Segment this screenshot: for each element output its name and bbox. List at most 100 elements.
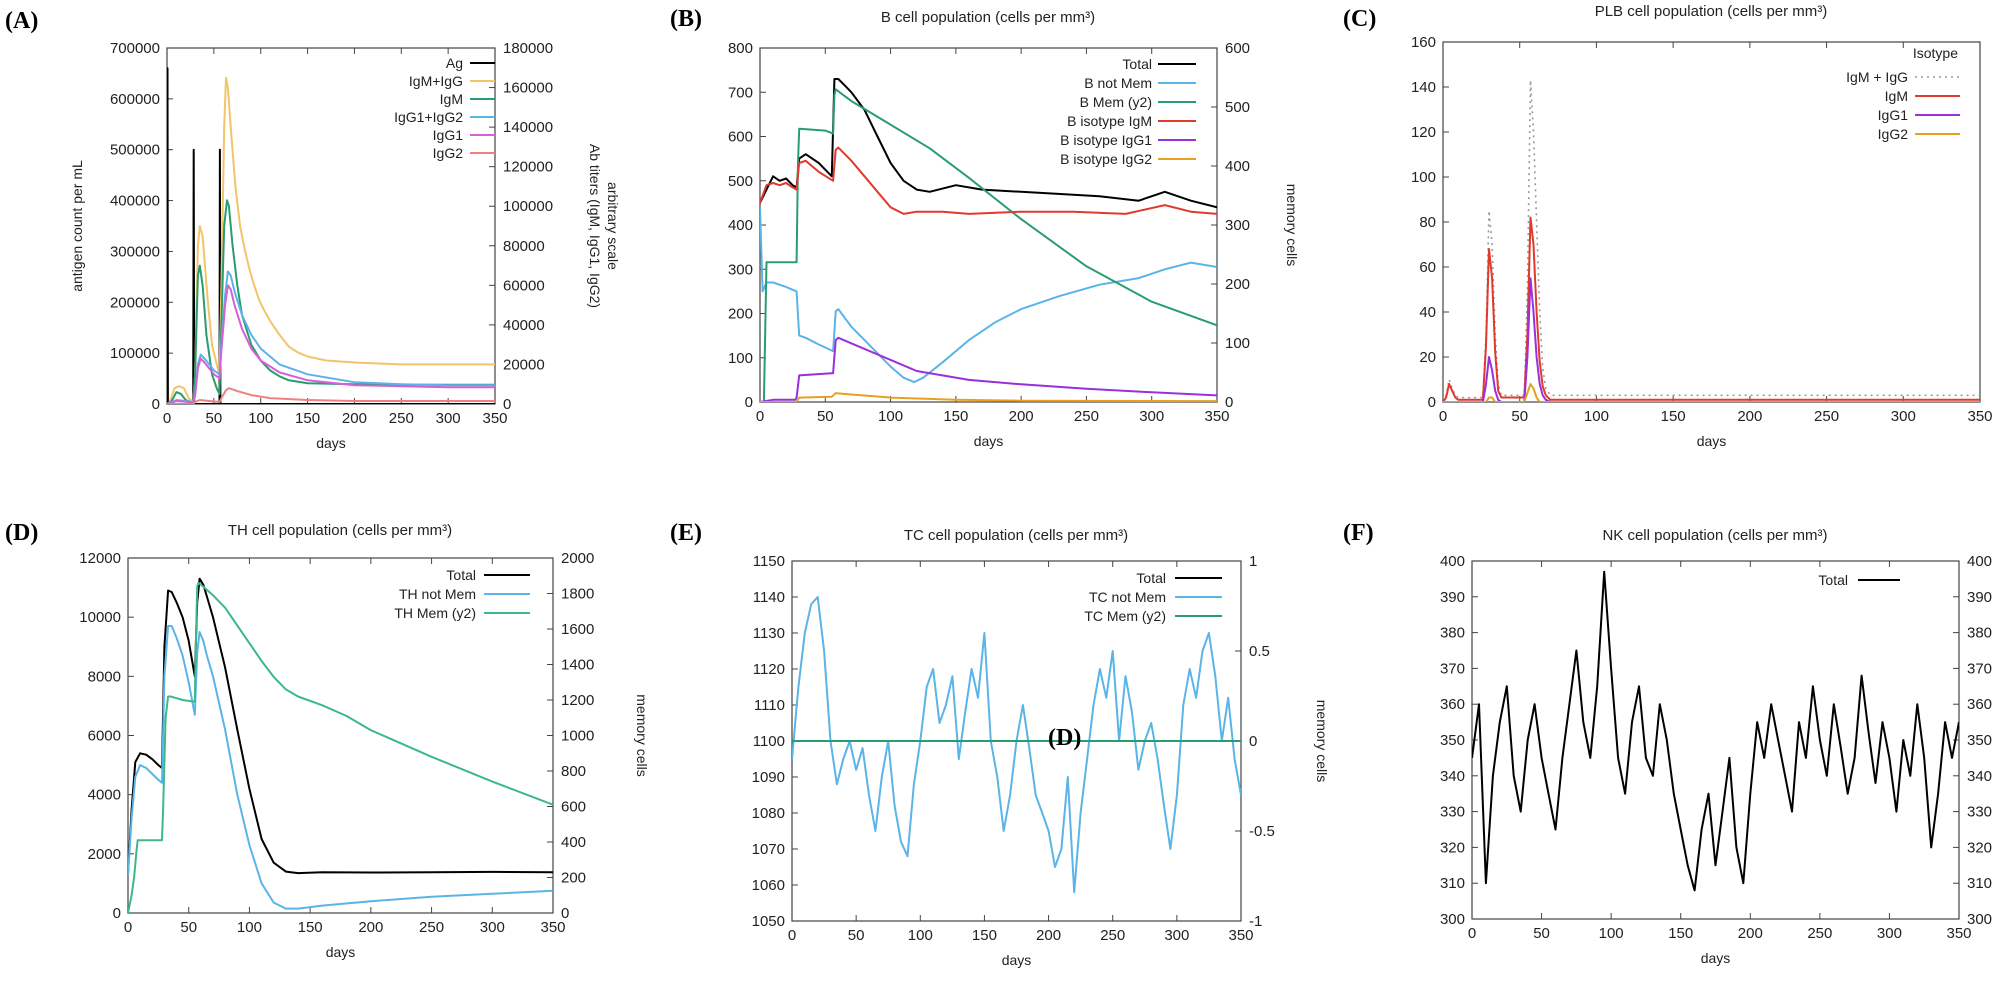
y2-tick-label: 300 — [1225, 217, 1250, 234]
x-tick-label: 250 — [1074, 408, 1099, 425]
y-tick-label: 1140 — [753, 589, 785, 606]
x-tick-label: 250 — [389, 410, 414, 427]
legend-label: IgM — [1885, 88, 1908, 104]
y2-tick-label: 100000 — [503, 198, 553, 215]
y-tick-label: 12000 — [79, 550, 121, 567]
y2-tick-label: 0.5 — [1249, 643, 1270, 660]
y-tick-label: 60 — [1419, 259, 1436, 276]
y-tick-label: 40 — [1419, 304, 1436, 321]
x-tick-label: 300 — [1877, 925, 1902, 942]
y2-tick-label: 310 — [1967, 875, 1992, 892]
y2-tick-label: 500 — [1225, 99, 1250, 116]
y2-tick-label: 1400 — [561, 657, 594, 674]
panel-letter: (E) — [670, 520, 702, 546]
x-tick-label: 200 — [1009, 408, 1034, 425]
x-tick-label: 100 — [1584, 408, 1609, 425]
x-axis-label: days — [1002, 952, 1032, 968]
y2-tick-label: 1 — [1249, 553, 1257, 570]
series-line-total — [1472, 570, 1959, 892]
y2-tick-label: 20000 — [503, 356, 545, 373]
chart-title: TC cell population (cells per mm³) — [904, 527, 1128, 544]
series-line-igg1 — [1443, 277, 1980, 402]
y2-tick-label: 370 — [1967, 660, 1992, 677]
x-tick-label: 150 — [1661, 408, 1686, 425]
y-tick-label: 600000 — [110, 91, 160, 108]
y2-tick-label: 1000 — [561, 728, 594, 745]
panel-letter: (C) — [1343, 6, 1376, 32]
y-tick-label: 1110 — [754, 697, 785, 714]
series-line-igg2 — [167, 387, 495, 404]
legend-label: B isotype IgG2 — [1060, 151, 1152, 167]
x-tick-label: 350 — [1946, 925, 1971, 942]
y-tick-label: 1100 — [753, 733, 785, 750]
legend-label: Total — [1136, 570, 1166, 586]
y-tick-label: 120 — [1411, 124, 1436, 141]
y-tick-label: 320 — [1440, 839, 1465, 856]
x-tick-label: 300 — [1139, 408, 1164, 425]
x-tick-label: 300 — [1164, 927, 1189, 944]
x-tick-label: 250 — [419, 919, 444, 936]
x-tick-label: 50 — [1511, 408, 1528, 425]
x-tick-label: 100 — [878, 408, 903, 425]
y-tick-label: 0 — [1428, 394, 1436, 411]
y2-tick-label: 600 — [1225, 40, 1250, 57]
y-tick-label: 700000 — [110, 40, 160, 57]
y-tick-label: 350 — [1440, 732, 1465, 749]
y-tick-label: 0 — [745, 394, 753, 411]
x-tick-label: 50 — [180, 919, 197, 936]
legend-label: TH Mem (y2) — [394, 605, 476, 621]
legend-label: IgG2 — [433, 145, 464, 161]
y-tick-label: 500000 — [110, 142, 160, 159]
legend-label: Total — [1818, 572, 1848, 588]
legend-label: IgG1 — [1878, 107, 1909, 123]
y2-tick-label: 340 — [1967, 768, 1992, 785]
chart-panel-c: (C) PLB cell population (cells per mm³) 0 5… — [1343, 3, 1993, 449]
y2-axis-label: memory cells — [634, 694, 650, 776]
x-tick-label: 0 — [1439, 408, 1447, 425]
x-axis-label: days — [1701, 950, 1731, 966]
y-tick-label: 20 — [1419, 349, 1436, 366]
y-tick-label: 200 — [728, 306, 753, 323]
x-axis-label: days — [326, 944, 356, 960]
chart-title: B cell population (cells per mm³) — [881, 9, 1095, 26]
y-tick-label: 1060 — [752, 877, 785, 894]
chart-title: TH cell population (cells per mm³) — [228, 522, 452, 539]
y-tick-label: 1130 — [753, 625, 785, 642]
x-tick-label: 100 — [1599, 925, 1624, 942]
chart-panel-f: (F) NK cell population (cells per mm³) 0 50… — [1343, 520, 1992, 966]
chart-panel-e: (E) TC cell population (cells per mm³) 0 50… — [670, 520, 1330, 968]
y-tick-label: 1080 — [752, 805, 785, 822]
y2-tick-label: 350 — [1967, 732, 1992, 749]
series-line-igm — [1443, 216, 1980, 402]
y2-tick-label: 100 — [1225, 335, 1250, 352]
series-line-total — [760, 78, 1217, 209]
x-tick-label: 200 — [1738, 925, 1763, 942]
legend-label: Total — [1122, 56, 1152, 72]
legend-label: Total — [446, 567, 476, 583]
y2-tick-label: 360 — [1967, 696, 1992, 713]
y-tick-label: 1090 — [752, 769, 785, 786]
y-tick-label: 390 — [1440, 589, 1465, 606]
y-tick-label: 1070 — [752, 841, 785, 858]
series-line-b-mem-y2- — [760, 88, 1217, 402]
y2-tick-label: 320 — [1967, 839, 1992, 856]
legend-label: TH not Mem — [399, 586, 476, 602]
y2-tick-label: 140000 — [503, 119, 553, 136]
legend-label: B Mem (y2) — [1080, 94, 1152, 110]
series-line-b-not-mem — [760, 207, 1217, 384]
y2-tick-label: 400 — [1225, 158, 1250, 175]
x-tick-label: 150 — [295, 410, 320, 427]
chart-panel-b: (B) B cell population (cells per mm³) 0 50 1… — [670, 6, 1300, 449]
y2-tick-label: 0 — [1249, 733, 1257, 750]
x-tick-label: 50 — [817, 408, 834, 425]
x-tick-label: 300 — [1891, 408, 1916, 425]
y-tick-label: 2000 — [88, 846, 121, 863]
y-tick-label: 6000 — [88, 728, 121, 745]
panel-letter: (D) — [5, 520, 38, 546]
panel-annotation: (D) — [1048, 725, 1081, 751]
y-tick-label: 160 — [1411, 34, 1436, 51]
legend-title: Isotype — [1913, 45, 1958, 61]
y-tick-label: 500 — [728, 173, 753, 190]
y2-tick-label: 390 — [1967, 589, 1992, 606]
x-tick-label: 0 — [124, 919, 132, 936]
